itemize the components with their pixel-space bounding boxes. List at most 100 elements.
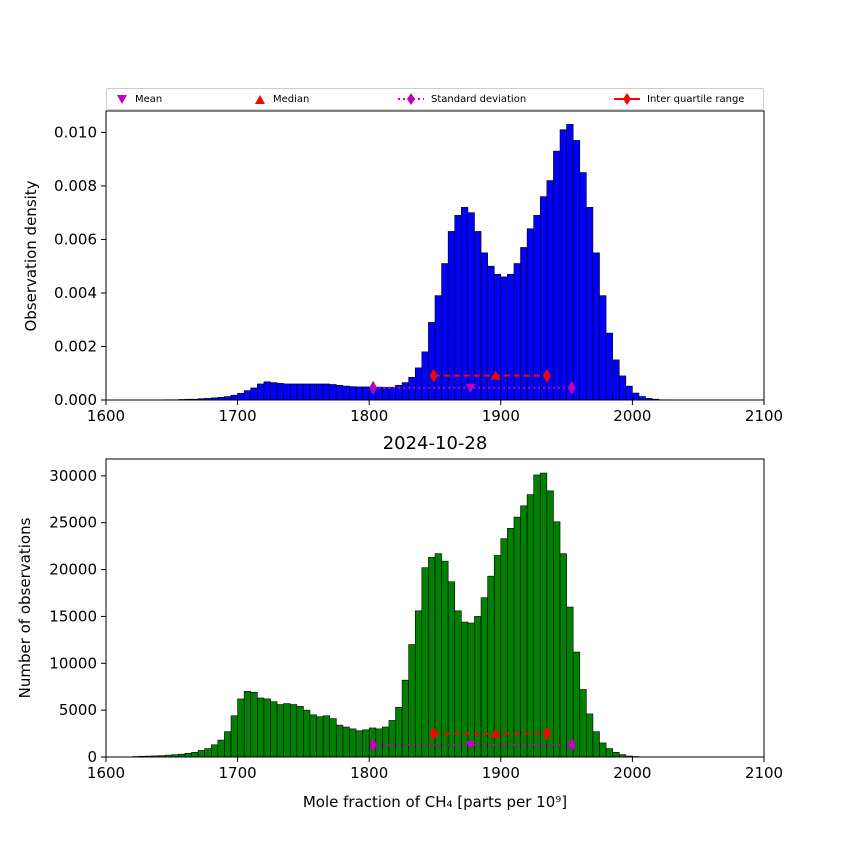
histogram-bar <box>573 652 580 757</box>
histogram-bar <box>448 582 455 757</box>
histogram-bar <box>560 130 567 400</box>
histogram-bar <box>409 645 416 757</box>
histogram-bar <box>264 382 271 400</box>
y-tick-label: 0.004 <box>54 284 97 302</box>
histogram-bar <box>573 140 580 400</box>
top-y-axis-label: Observation density <box>22 180 40 331</box>
histogram-bar <box>422 352 429 400</box>
mean-marker-icon <box>115 92 129 106</box>
histogram-bar <box>468 213 475 400</box>
y-tick-label: 0.006 <box>54 230 97 248</box>
histogram-bar <box>632 393 639 400</box>
histogram-bar <box>356 387 363 400</box>
histogram-bar <box>310 715 317 757</box>
legend-item-iqr: Inter quartile range <box>613 89 744 109</box>
histogram-bars <box>165 124 665 400</box>
histogram-bar <box>586 207 593 400</box>
legend-label-median: Median <box>273 94 309 105</box>
histogram-bar <box>455 215 462 400</box>
histogram-bar <box>402 680 409 757</box>
histogram-bar <box>290 384 297 400</box>
histogram-bar <box>521 506 528 757</box>
histogram-bar <box>501 277 508 400</box>
histogram-bar <box>343 727 350 757</box>
histogram-bar <box>534 215 541 400</box>
histogram-bar <box>271 702 278 757</box>
legend-item-median: Median <box>253 89 309 109</box>
histogram-bar <box>435 296 442 400</box>
histogram-bar <box>284 704 291 757</box>
histogram-bar <box>349 387 356 400</box>
histogram-bar <box>330 719 337 757</box>
histogram-bar <box>277 705 284 757</box>
histogram-bar <box>303 710 310 757</box>
histogram-bar <box>336 725 343 757</box>
histogram-bar <box>507 274 514 400</box>
histogram-bar <box>547 491 554 757</box>
histogram-bar <box>428 557 435 757</box>
histogram-bar <box>330 384 337 400</box>
histogram-bar <box>303 384 310 400</box>
std-line-icon <box>397 92 425 106</box>
histogram-bar <box>192 752 199 757</box>
histogram-bar <box>271 383 278 400</box>
histogram-bar <box>626 386 633 400</box>
histogram-bar <box>317 717 324 757</box>
y-tick-label: 0 <box>87 748 97 766</box>
histogram-bar <box>415 611 422 757</box>
histogram-bar <box>514 517 521 757</box>
legend-item-mean: Mean <box>115 89 162 109</box>
y-tick-label: 10000 <box>49 654 97 672</box>
x-tick-label: 2100 <box>745 407 783 425</box>
y-tick-label: 15000 <box>49 607 97 625</box>
histogram-bar <box>205 749 212 757</box>
histogram-bar <box>251 692 258 757</box>
histogram-bar <box>415 368 422 400</box>
legend-label-mean: Mean <box>135 94 162 105</box>
histogram-bar <box>310 384 317 400</box>
y-tick-label: 25000 <box>49 514 97 532</box>
histogram-bar <box>461 622 468 757</box>
x-tick-label: 1800 <box>350 407 388 425</box>
histogram-bar <box>567 607 574 757</box>
histogram-bar <box>396 707 403 757</box>
histogram-bar <box>257 384 264 400</box>
bottom-x-axis-label: Mole fraction of CH₄ [parts per 10⁹] <box>303 793 567 811</box>
histogram-bar <box>382 727 389 757</box>
histogram-bar <box>376 729 383 757</box>
histogram-bar <box>224 397 231 400</box>
histogram-bar <box>435 554 442 757</box>
y-tick-label: 0.010 <box>54 123 97 141</box>
histogram-bar <box>323 716 330 757</box>
x-tick-label: 1900 <box>482 407 520 425</box>
histogram-bar <box>442 561 449 757</box>
histogram-bar <box>600 743 607 757</box>
histogram-bar <box>264 699 271 757</box>
histogram-bar <box>639 397 646 400</box>
x-tick-label: 2100 <box>745 764 783 782</box>
histogram-bar <box>474 616 481 757</box>
histogram-bar <box>211 745 218 757</box>
histogram-bar <box>527 229 534 400</box>
histogram-bar <box>389 720 396 757</box>
histogram-bar <box>336 385 343 400</box>
histogram-bar <box>231 395 238 400</box>
histogram-bar <box>422 568 429 757</box>
histogram-bar <box>540 197 547 400</box>
x-tick-label: 1600 <box>87 764 125 782</box>
histogram-bar <box>521 247 528 400</box>
bottom-chart-title: 2024-10-28 <box>383 433 488 454</box>
histogram-bar <box>402 383 409 400</box>
histogram-bar <box>534 475 541 757</box>
x-tick-label: 1700 <box>219 407 257 425</box>
histogram-bar <box>297 384 304 400</box>
histogram-bar <box>501 539 508 757</box>
histogram-bar <box>527 495 534 757</box>
histogram-bar <box>257 698 264 757</box>
